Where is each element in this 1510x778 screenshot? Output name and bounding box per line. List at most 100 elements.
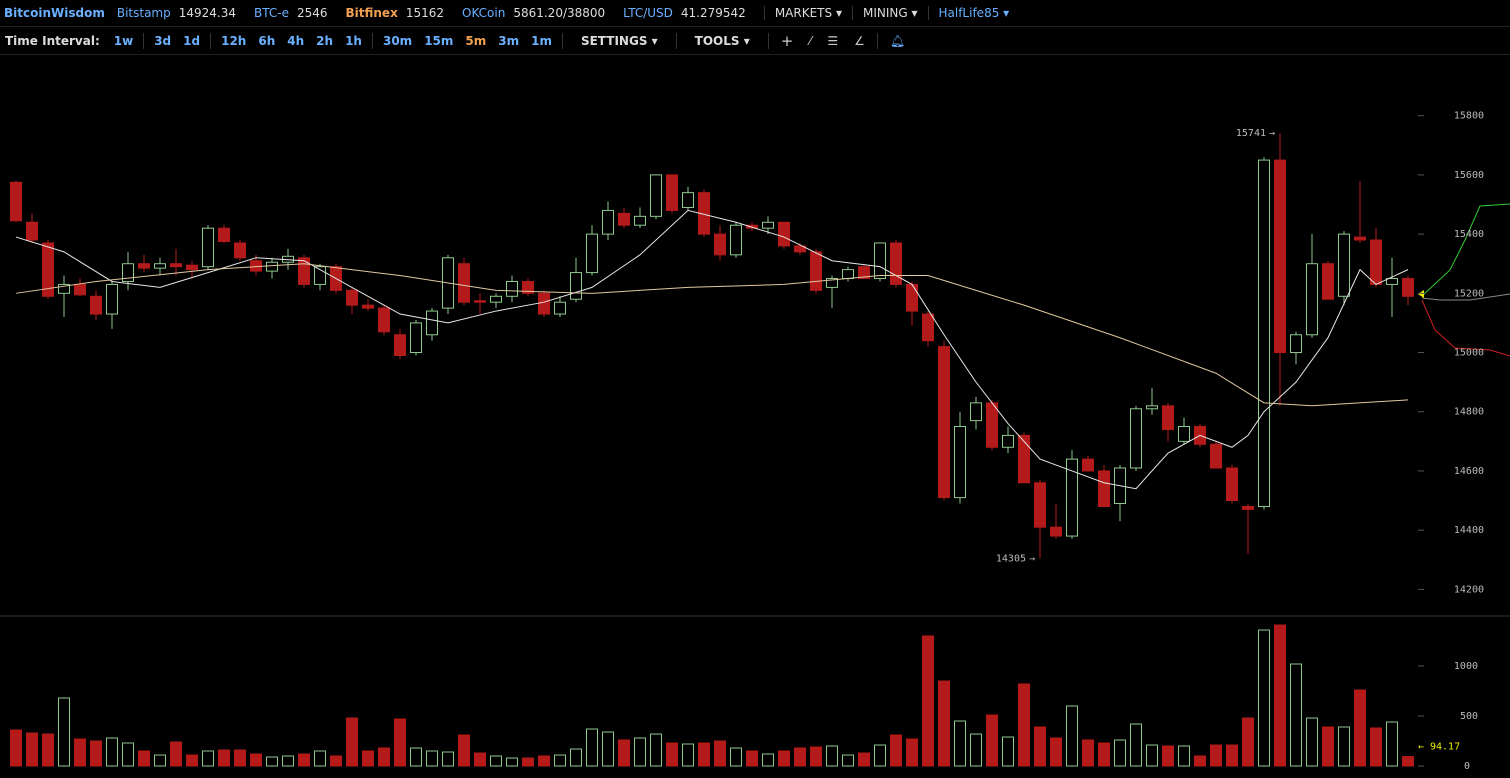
volume-bar <box>874 744 886 767</box>
separator <box>767 33 769 49</box>
menu[interactable]: MARKETS ▾ <box>763 6 852 20</box>
volume-bar <box>1066 705 1078 767</box>
volume-bar <box>826 745 838 767</box>
volume-bar <box>954 720 966 767</box>
volume-bar <box>506 757 518 767</box>
volume-bar <box>266 756 278 767</box>
candle-body <box>554 301 566 315</box>
interval[interactable]: 3m <box>498 34 520 48</box>
tool-line[interactable]: ⁄ <box>809 34 812 48</box>
volume-bar <box>682 743 694 767</box>
candle-body <box>234 242 246 259</box>
alert[interactable]: 🔔︎ <box>889 34 906 48</box>
candle-body <box>1162 405 1174 430</box>
volume-bar <box>1210 744 1222 767</box>
candle-body <box>218 227 230 243</box>
volume-bar <box>442 751 454 767</box>
tools[interactable]: TOOLS ▾ <box>694 34 750 48</box>
volume-bar <box>1146 744 1158 767</box>
market-price: 41.279542 <box>680 6 746 20</box>
moving-average <box>15 263 1409 407</box>
interval[interactable]: 1d <box>183 34 201 48</box>
intervals: 1w 3d 1d 12h 6h 4h 2h 1h 30m 15m 5m 3m 1m <box>108 33 558 49</box>
market-name[interactable]: OKCoin <box>462 6 506 20</box>
y-tick-label: 500 <box>1460 711 1478 722</box>
volume-bar <box>394 718 406 767</box>
candle-body <box>682 192 694 208</box>
volume-bar <box>1290 663 1302 767</box>
interval[interactable]: 6h <box>258 34 276 48</box>
volume-bar <box>618 739 630 767</box>
volume-bar <box>106 737 118 767</box>
settings[interactable]: SETTINGS ▾ <box>580 34 658 48</box>
candle-body <box>778 221 790 247</box>
volume-bar <box>1018 683 1030 767</box>
volume-bar <box>154 754 166 767</box>
volume-bar <box>122 742 134 767</box>
user-menu[interactable]: HalfLife85 ▾ <box>927 6 1020 20</box>
candle-body <box>938 346 950 499</box>
volume-bar <box>522 757 534 767</box>
candle-body <box>378 307 390 333</box>
candle-body <box>362 304 374 309</box>
volume-bar <box>698 742 710 767</box>
toolbar: Time Interval: 1w 3d 1d 12h 6h 4h 2h 1h 30m 15m 5m… <box>0 28 1510 55</box>
separator <box>143 33 145 49</box>
volume-bar <box>186 754 198 767</box>
volume-bar <box>378 747 390 767</box>
candle-body <box>618 212 630 226</box>
volume-bar <box>1274 624 1286 767</box>
interval[interactable]: 2h <box>316 34 334 48</box>
interval-label: Time Interval: <box>5 34 100 48</box>
candle-body <box>26 221 38 241</box>
separator <box>371 33 373 49</box>
interval[interactable]: 4h <box>287 34 305 48</box>
volume-bar <box>1226 744 1238 767</box>
moving-average <box>15 209 1409 490</box>
candle-body <box>714 233 726 256</box>
market-name[interactable]: Bitstamp <box>116 6 171 20</box>
market-name[interactable]: Bitfinex <box>345 6 398 20</box>
volume-bar <box>314 750 326 767</box>
brand[interactable]: BitcoinWisdom <box>4 6 105 20</box>
volume-bar <box>1386 721 1398 767</box>
market-name[interactable]: LTC/USD <box>623 6 673 20</box>
y-tick-label: 15200 <box>1454 288 1484 299</box>
interval[interactable]: 15m <box>424 34 454 48</box>
candle-body <box>1178 426 1190 442</box>
volume-bar <box>330 755 342 767</box>
candle-body <box>1322 263 1334 300</box>
tool-fan[interactable]: ∠ <box>854 34 865 48</box>
candle-body <box>314 266 326 285</box>
interval[interactable]: 1h <box>345 34 362 48</box>
candle-body <box>1210 443 1222 469</box>
candle-body <box>1354 236 1366 241</box>
depth-bid <box>1421 203 1510 297</box>
interval[interactable]: 1w <box>113 34 134 48</box>
candle-body <box>154 263 166 269</box>
tool-cross[interactable]: + <box>780 32 794 50</box>
tool-fib[interactable]: ☰ <box>827 34 839 48</box>
volume-bar <box>74 738 86 767</box>
volume-bar <box>794 747 806 767</box>
price-marker <box>1418 290 1424 298</box>
candle-body <box>842 269 854 280</box>
candle-body <box>346 289 358 306</box>
candle-body <box>1290 334 1302 354</box>
interval[interactable]: 3d <box>154 34 172 48</box>
interval[interactable]: 30m <box>382 34 413 48</box>
volume-bar <box>250 753 262 767</box>
volume-bar <box>746 750 758 767</box>
menu[interactable]: MINING ▾ <box>851 6 928 20</box>
interval[interactable]: 5m <box>465 34 487 48</box>
candle-body <box>954 426 966 499</box>
interval[interactable]: 1m <box>531 34 552 48</box>
candle-body <box>1034 482 1046 528</box>
tickers: Bitstamp 14924.34 BTC-e 2546 Bitfinex 15162 OK… <box>117 6 764 20</box>
volume-bar <box>90 740 102 767</box>
market-name[interactable]: BTC-e <box>254 6 289 20</box>
interval[interactable]: 12h <box>221 34 247 48</box>
y-tick-label: 0 <box>1464 761 1470 772</box>
volume-bar <box>474 752 486 767</box>
arrow: ← <box>1418 742 1424 753</box>
